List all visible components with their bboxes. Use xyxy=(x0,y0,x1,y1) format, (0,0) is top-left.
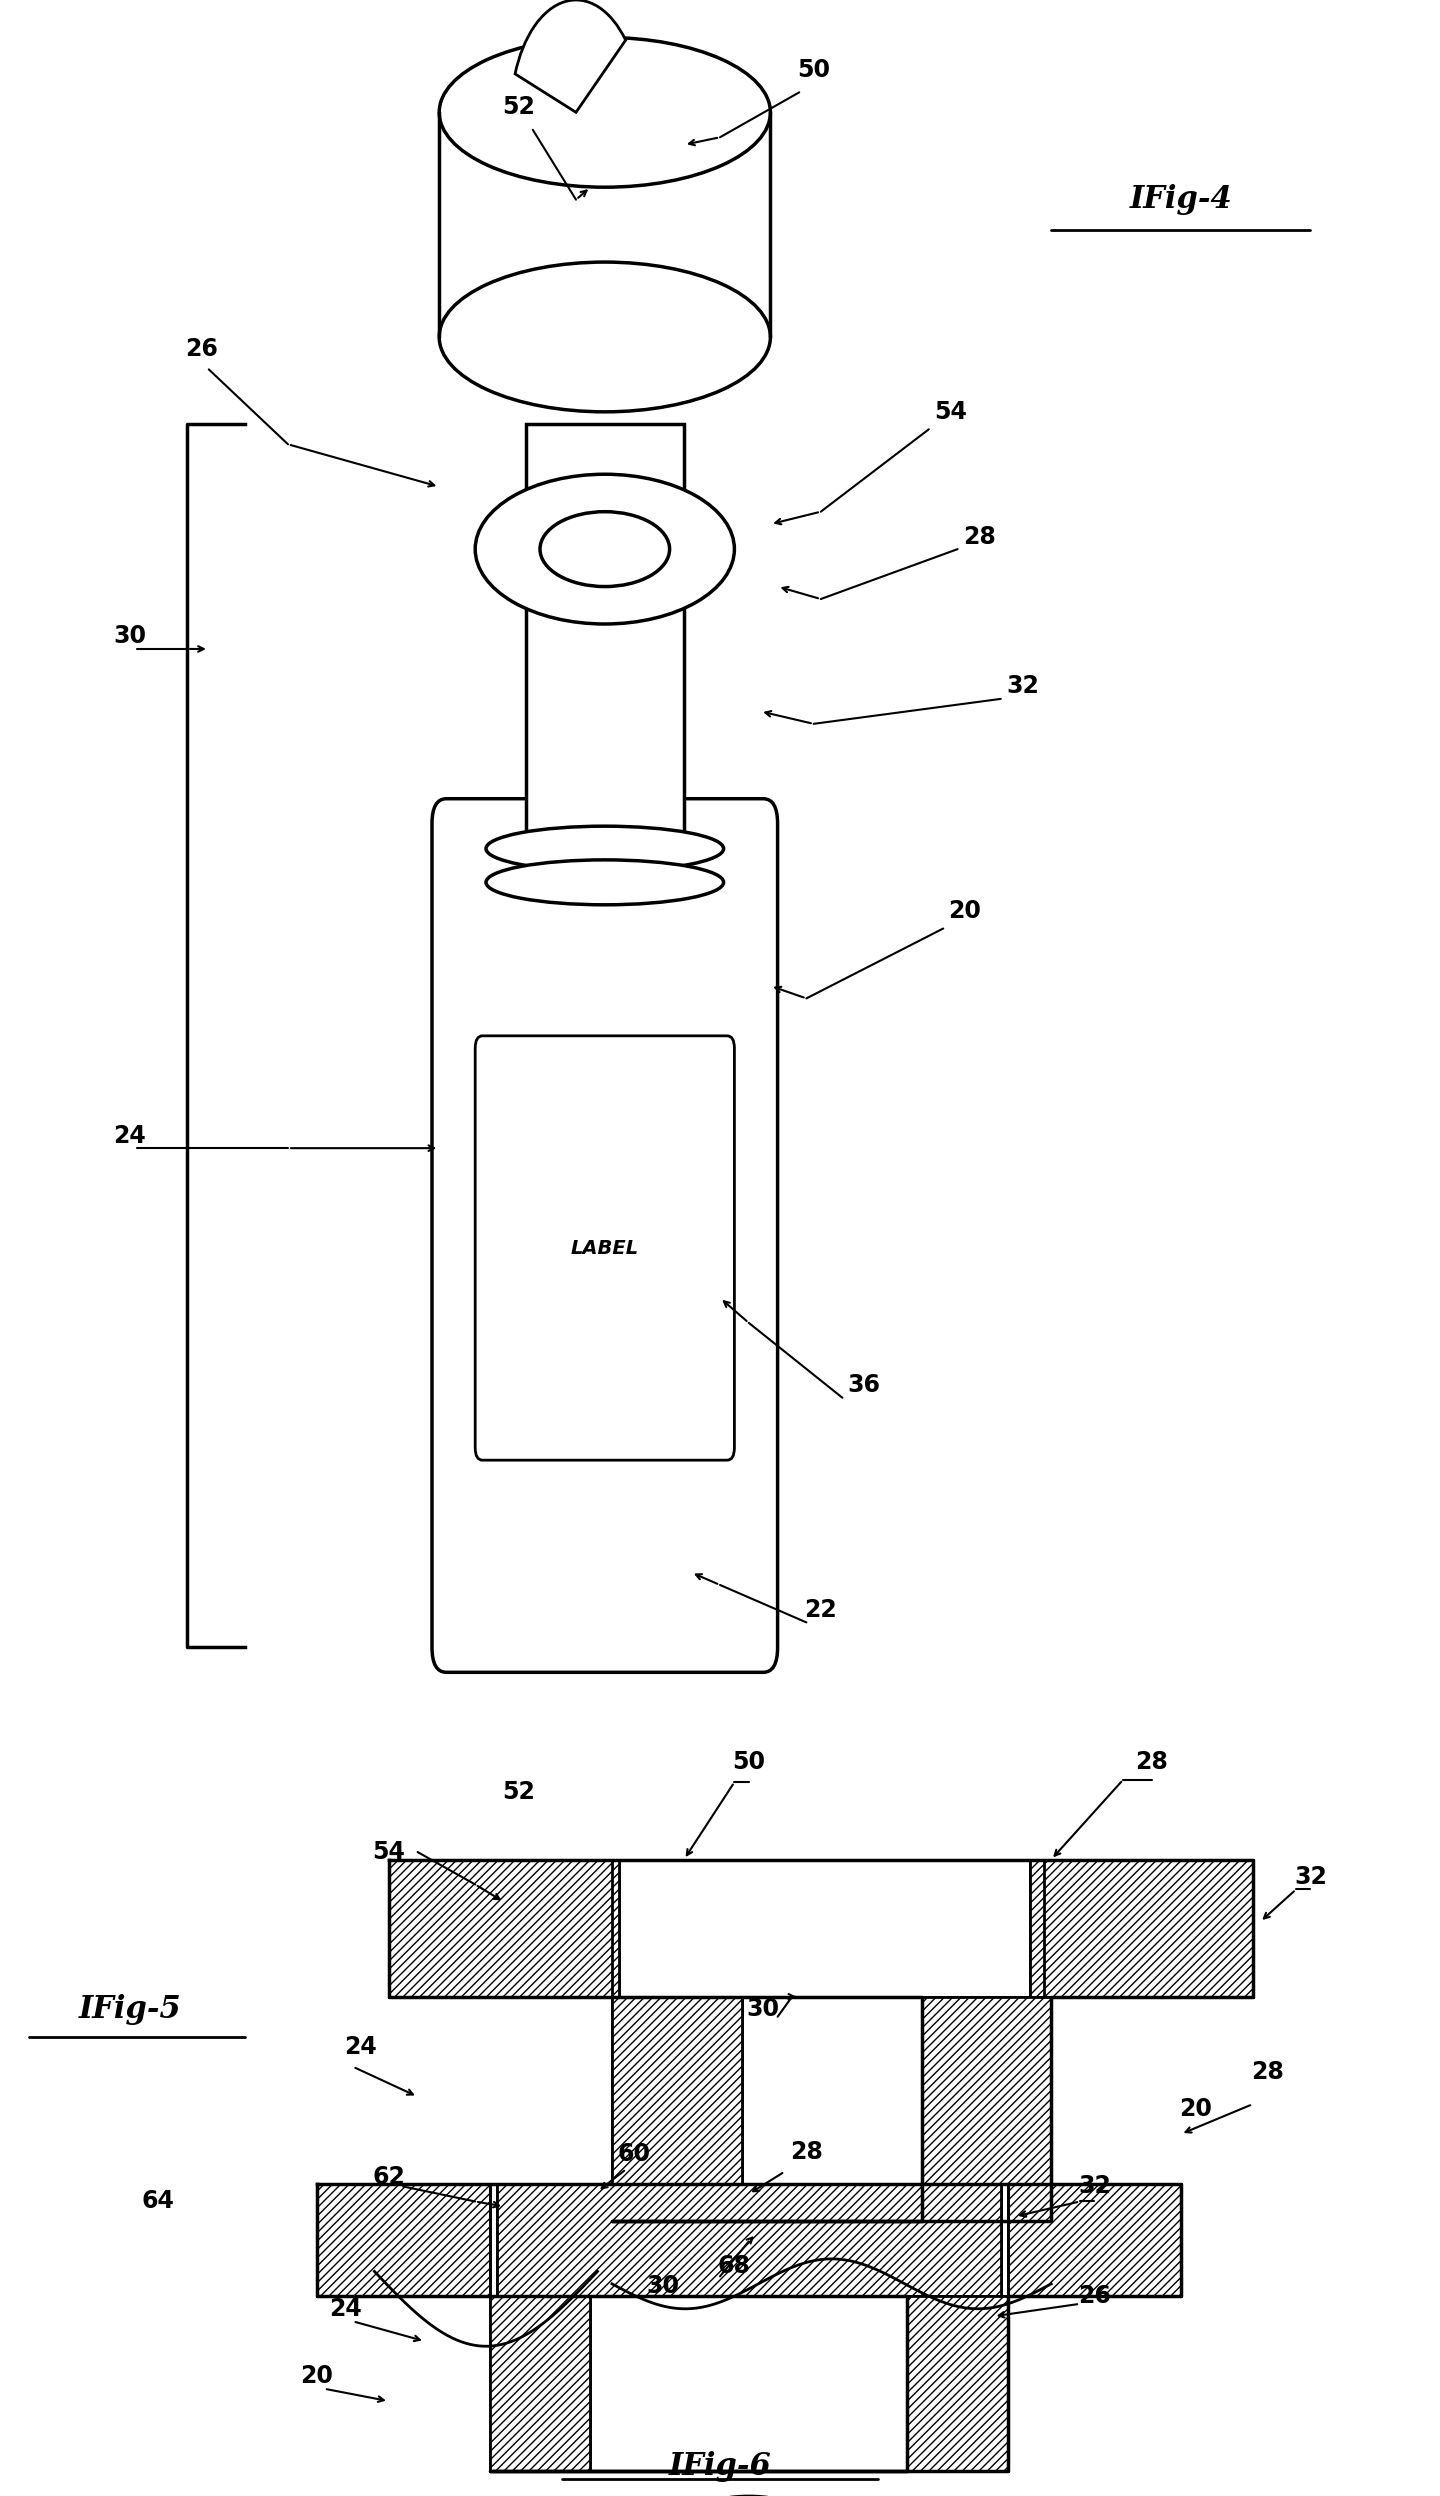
Text: 24: 24 xyxy=(330,2296,361,2321)
Bar xyxy=(389,1860,619,1997)
Text: 28: 28 xyxy=(1251,2059,1283,2084)
Bar xyxy=(1030,1860,1253,1997)
Bar xyxy=(389,1860,619,1997)
Ellipse shape xyxy=(540,512,670,587)
Bar xyxy=(490,2296,590,2471)
Bar xyxy=(907,2296,1008,2471)
Bar xyxy=(612,1997,742,2221)
Text: 26: 26 xyxy=(186,337,217,362)
Bar xyxy=(670,1860,994,1997)
Text: 54: 54 xyxy=(935,399,966,424)
Bar xyxy=(526,424,684,874)
Bar xyxy=(1008,2184,1181,2296)
Text: 26: 26 xyxy=(1079,2284,1110,2309)
Text: 54: 54 xyxy=(373,1840,405,1865)
Bar xyxy=(490,2296,590,2471)
Bar xyxy=(922,1997,1051,2221)
Ellipse shape xyxy=(485,859,723,904)
Text: IFig-4: IFig-4 xyxy=(1129,185,1233,215)
Text: 50: 50 xyxy=(798,57,829,82)
Bar xyxy=(612,1860,1051,1997)
Bar xyxy=(317,2184,490,2296)
Text: 28: 28 xyxy=(791,2139,822,2164)
Bar xyxy=(490,2184,1008,2296)
Bar xyxy=(497,2184,1001,2296)
FancyBboxPatch shape xyxy=(475,1036,734,1460)
Bar xyxy=(612,1997,742,2221)
Text: 28: 28 xyxy=(963,524,995,549)
Text: 52: 52 xyxy=(503,1780,534,1805)
Text: 52: 52 xyxy=(503,95,534,120)
Text: 24: 24 xyxy=(344,2034,376,2059)
Text: 24: 24 xyxy=(114,1123,145,1148)
Text: 28: 28 xyxy=(1136,1750,1168,1775)
Ellipse shape xyxy=(485,826,723,871)
Bar xyxy=(907,2296,1008,2471)
Text: 20: 20 xyxy=(1179,2097,1211,2122)
Ellipse shape xyxy=(475,474,734,624)
Text: 32: 32 xyxy=(1007,674,1038,699)
Text: 64: 64 xyxy=(143,2189,174,2214)
Text: 30: 30 xyxy=(114,624,145,649)
Text: 20: 20 xyxy=(301,2364,333,2389)
Text: 30: 30 xyxy=(747,1997,779,2022)
Text: 60: 60 xyxy=(618,2142,649,2167)
Text: 20: 20 xyxy=(949,899,981,924)
Text: 32: 32 xyxy=(1079,2174,1110,2199)
Text: LABEL: LABEL xyxy=(570,1238,639,1258)
Text: 36: 36 xyxy=(848,1373,880,1398)
Text: 30: 30 xyxy=(647,2274,678,2299)
Text: 32: 32 xyxy=(1295,1865,1326,1889)
Wedge shape xyxy=(516,0,625,112)
Bar xyxy=(1008,2184,1181,2296)
Text: IFig-6: IFig-6 xyxy=(668,2451,772,2481)
Ellipse shape xyxy=(439,262,770,412)
Bar xyxy=(317,2184,490,2296)
Bar xyxy=(1030,1860,1253,1997)
FancyBboxPatch shape xyxy=(432,799,778,1672)
Bar xyxy=(497,2184,1001,2296)
Text: 62: 62 xyxy=(373,2164,405,2189)
Text: IFig-5: IFig-5 xyxy=(78,1994,181,2024)
Text: 68: 68 xyxy=(719,2254,750,2279)
Bar xyxy=(922,1997,1051,2221)
Bar xyxy=(389,1860,612,1997)
Ellipse shape xyxy=(439,37,770,187)
Bar xyxy=(389,1860,612,1997)
Text: 50: 50 xyxy=(733,1750,765,1775)
Text: 22: 22 xyxy=(805,1597,837,1622)
